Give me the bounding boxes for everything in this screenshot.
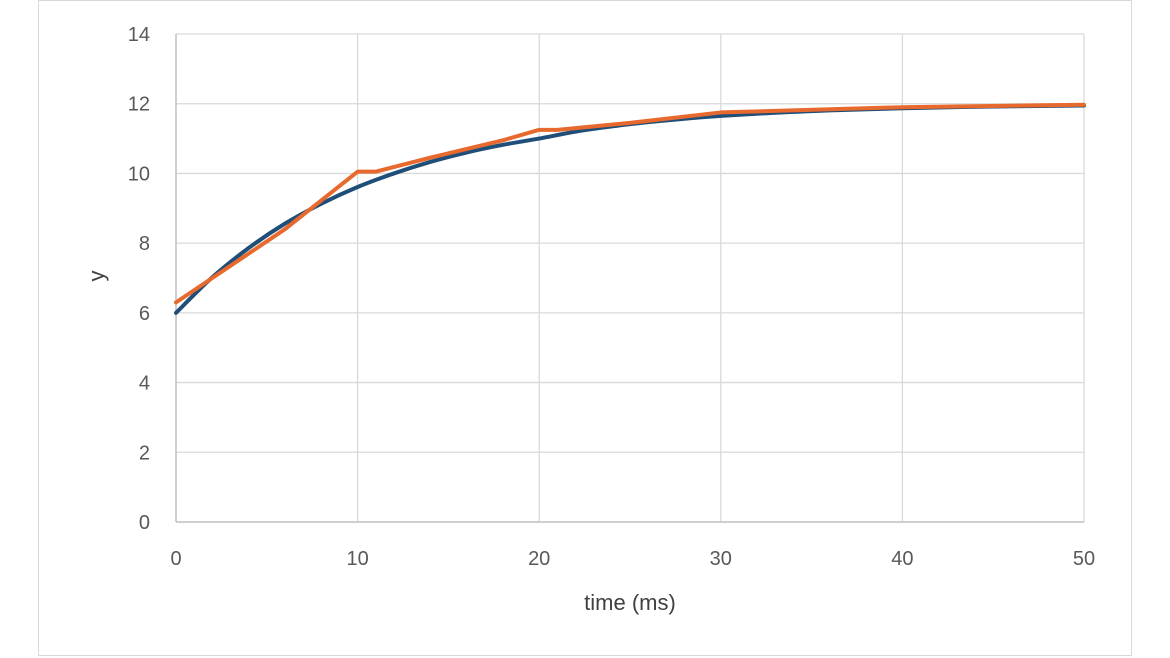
x-tick-label: 30 <box>710 548 732 570</box>
x-tick-label: 0 <box>170 548 181 570</box>
x-tick-label: 40 <box>891 548 913 570</box>
series-lines <box>174 102 1086 315</box>
y-tick-label: 6 <box>139 303 150 325</box>
y-tick-label: 8 <box>139 233 150 255</box>
x-tick-label: 10 <box>346 548 368 570</box>
y-tick-label: 10 <box>128 163 150 185</box>
x-axis-title: time (ms) <box>584 590 676 615</box>
y-tick-label: 2 <box>139 442 150 464</box>
series-line-2 <box>174 102 1086 305</box>
y-tick-label: 14 <box>128 24 150 46</box>
x-tick-labels: 0 10 20 30 40 50 <box>170 548 1095 570</box>
y-tick-label: 12 <box>128 94 150 116</box>
axes <box>175 34 1084 523</box>
y-tick-label: 0 <box>139 512 150 534</box>
y-axis-title: y <box>84 271 109 282</box>
chart-area <box>38 0 1132 656</box>
y-tick-label: 4 <box>139 373 150 395</box>
x-tick-label: 20 <box>528 548 550 570</box>
x-tick-label: 50 <box>1073 548 1095 570</box>
y-tick-labels: 0 2 4 6 8 10 12 14 <box>128 24 150 534</box>
